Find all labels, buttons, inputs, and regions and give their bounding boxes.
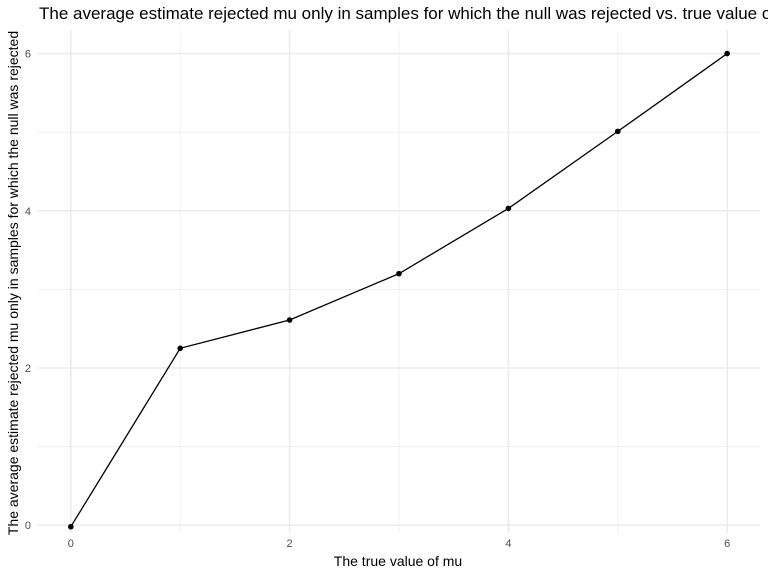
x-tick-label: 0 [68,538,74,550]
x-tick-labels: 0 2 4 6 [68,538,730,550]
data-point [177,345,184,352]
minor-grid [38,30,760,533]
data-point [724,50,730,57]
y-axis-title: The average estimate rejected mu only in… [5,31,21,535]
y-tick-label: 4 [25,206,31,218]
y-tick-label: 6 [25,49,31,61]
x-tick-label: 2 [287,538,293,550]
series-group [68,50,730,530]
x-axis-title: The true value of mu [334,553,462,569]
data-point [614,128,621,135]
data-point [68,523,74,530]
data-point [286,317,293,323]
major-grid [38,30,760,533]
y-tick-label: 2 [25,363,31,375]
x-tick-label: 4 [505,538,511,550]
chart-title: The average estimate rejected mu only in… [39,4,768,23]
data-point [505,205,512,212]
y-tick-labels: 0 2 4 6 [25,49,31,533]
y-tick-label: 0 [25,520,31,532]
x-tick-label: 6 [724,538,730,550]
data-point [396,270,402,277]
